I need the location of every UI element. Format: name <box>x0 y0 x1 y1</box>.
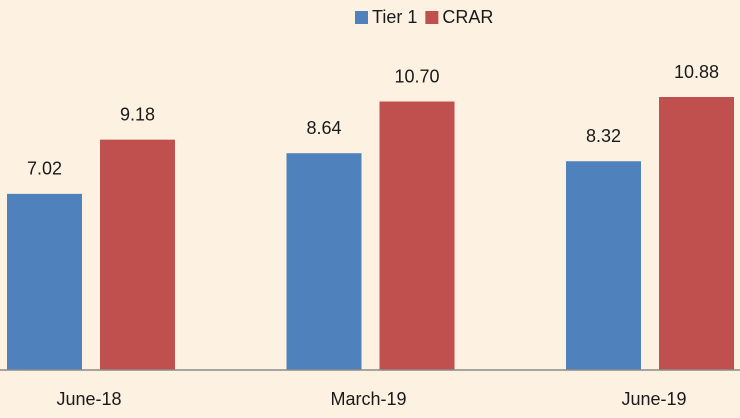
bar <box>100 139 175 370</box>
value-label: 10.70 <box>394 66 439 86</box>
bar <box>7 193 82 370</box>
legend-label: CRAR <box>442 7 493 27</box>
value-label: 10.88 <box>674 62 719 82</box>
x-tick-label: March-19 <box>330 389 406 409</box>
x-tick-label: June-19 <box>621 389 686 409</box>
x-tick-label: June-18 <box>56 389 121 409</box>
value-label: 9.18 <box>120 104 155 124</box>
legend-label: Tier 1 <box>372 7 417 27</box>
bar <box>379 101 455 370</box>
legend-swatch <box>425 11 439 24</box>
bar <box>286 153 362 370</box>
legend-swatch <box>355 11 368 24</box>
bar <box>659 97 734 370</box>
value-label: 8.32 <box>586 126 621 146</box>
value-label: 7.02 <box>27 159 62 179</box>
value-label: 8.64 <box>306 118 341 138</box>
bar <box>566 161 641 370</box>
